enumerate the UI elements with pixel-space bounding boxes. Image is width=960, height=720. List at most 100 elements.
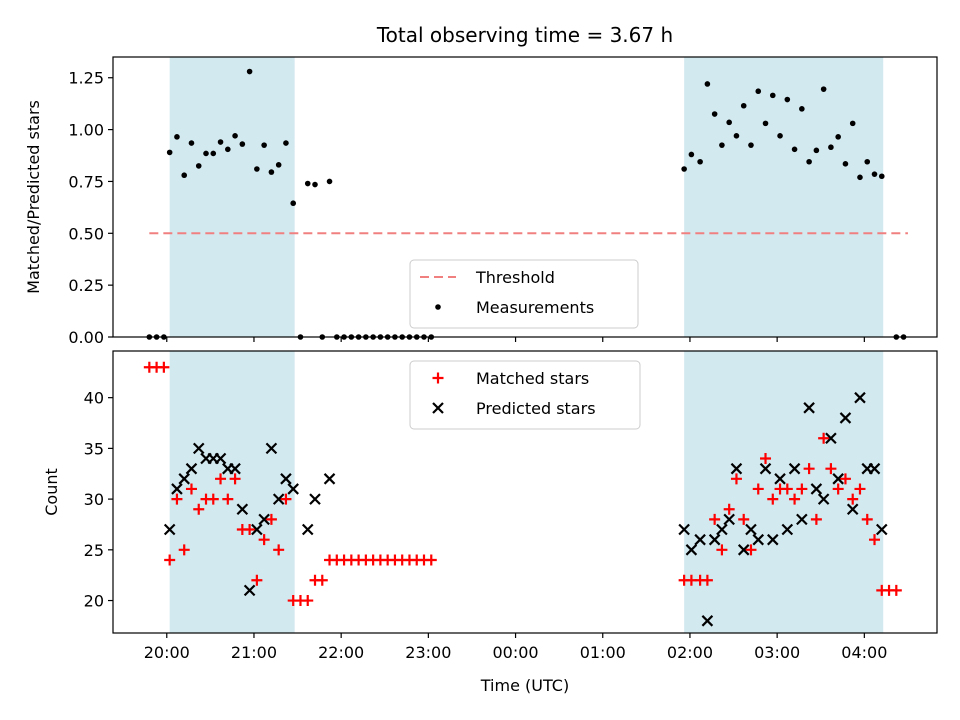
measurements-point bbox=[210, 150, 217, 157]
measurements-point bbox=[195, 163, 202, 169]
matched-stars-point bbox=[810, 513, 822, 525]
matched-stars-point bbox=[244, 524, 256, 536]
bottom-legend: Matched stars Predicted stars bbox=[409, 360, 641, 430]
measurements-point bbox=[864, 158, 871, 165]
matched-stars-point bbox=[316, 574, 328, 586]
measurements-point bbox=[719, 142, 725, 148]
bottom-xtick-label: 23:00 bbox=[405, 643, 451, 662]
predicted-stars-point bbox=[767, 533, 779, 546]
predicted-stars-point bbox=[737, 544, 750, 556]
measurements-point bbox=[784, 96, 791, 103]
predicted-stars-point bbox=[280, 473, 292, 485]
predicted-stars-point bbox=[788, 462, 801, 475]
top-ytick-label: 1.25 bbox=[68, 69, 104, 88]
predicted-stars-point bbox=[163, 523, 176, 536]
bottom-panel: 20 25 30 35 40 20:00 21:00 22:00 23:00 00:00 01:00… bbox=[42, 350, 938, 695]
measurements-point bbox=[283, 140, 289, 146]
measurements-point bbox=[232, 133, 238, 139]
predicted-stars-point bbox=[708, 533, 721, 546]
measurements-point bbox=[806, 158, 812, 165]
bottom-legend-label: Predicted stars bbox=[476, 399, 596, 418]
bottom-legend-box bbox=[409, 360, 641, 430]
matched-stars-point bbox=[158, 361, 170, 373]
measurements-point bbox=[174, 134, 180, 140]
predicted-stars-point bbox=[701, 615, 714, 627]
matched-stars-point bbox=[425, 554, 437, 566]
measurements-point bbox=[871, 171, 878, 177]
matched-stars-point bbox=[839, 473, 851, 485]
bottom-axes-frame bbox=[112, 350, 938, 634]
matched-stars-point bbox=[832, 483, 844, 495]
measurements-point bbox=[857, 174, 863, 181]
bottom-ytick-label: 40 bbox=[84, 389, 104, 408]
measurements-point bbox=[842, 161, 849, 167]
matched-stars-point bbox=[847, 493, 859, 505]
predicted-stars-point bbox=[301, 523, 314, 536]
measurements-point bbox=[777, 133, 783, 139]
matched-stars-point bbox=[803, 463, 815, 475]
bottom-xtick-label: 00:00 bbox=[492, 643, 538, 662]
predicted-stars-point bbox=[868, 462, 881, 475]
predicted-stars-point bbox=[192, 442, 205, 455]
matched-stars-point bbox=[854, 483, 866, 495]
predicted-stars-point bbox=[752, 533, 765, 546]
predicted-stars-point bbox=[694, 533, 706, 546]
matched-stars-point bbox=[752, 483, 764, 495]
measurements-point bbox=[733, 133, 740, 139]
matched-stars-point bbox=[730, 473, 742, 485]
predicted-stars-point bbox=[243, 584, 256, 597]
bottom-xtick-label: 21:00 bbox=[231, 643, 277, 662]
measurements-point bbox=[711, 111, 718, 117]
matched-stars-point bbox=[709, 513, 721, 525]
measurements-point bbox=[849, 120, 856, 127]
matched-stars-point bbox=[215, 473, 227, 485]
predicted-stars-point bbox=[185, 462, 198, 475]
matched-stars-point bbox=[185, 483, 197, 495]
measurements-point bbox=[755, 88, 762, 95]
predicted-stars-point bbox=[875, 523, 888, 536]
predicted-stars-point bbox=[854, 391, 866, 404]
matched-stars-point bbox=[723, 503, 735, 515]
predicted-stars-point bbox=[716, 523, 728, 536]
predicted-stars-point bbox=[832, 473, 844, 485]
top-y-axis-label: Matched/Predicted stars bbox=[24, 100, 43, 294]
measurements-point bbox=[268, 169, 275, 175]
bottom-y-axis-label: Count bbox=[42, 468, 61, 516]
matched-stars-point bbox=[265, 513, 277, 525]
measurements-point bbox=[878, 173, 885, 180]
bottom-ytick-label: 35 bbox=[84, 439, 104, 458]
legend-predicted-swatch bbox=[432, 402, 444, 414]
bottom-ytick-label: 25 bbox=[84, 541, 104, 560]
measurements-point bbox=[748, 142, 754, 148]
measurements-point bbox=[254, 166, 260, 172]
measurements-point bbox=[835, 134, 841, 140]
measurements-point bbox=[697, 158, 703, 165]
matched-stars-point bbox=[716, 544, 728, 556]
predicted-stars-point bbox=[846, 503, 859, 516]
matched-stars-point bbox=[781, 483, 793, 495]
predicted-stars-point bbox=[229, 462, 241, 475]
predicted-stars-point bbox=[759, 462, 772, 475]
measurements-point bbox=[799, 106, 805, 112]
measurements-point bbox=[275, 162, 282, 168]
predicted-stars-point bbox=[287, 483, 299, 495]
matched-stars-point bbox=[273, 544, 285, 556]
predicted-stars-point bbox=[803, 402, 815, 414]
predicted-stars-point bbox=[309, 493, 321, 505]
measurements-point bbox=[791, 146, 798, 153]
top-ytick-label: 0.00 bbox=[68, 328, 104, 347]
measurements-point bbox=[290, 200, 297, 207]
top-axes-frame bbox=[112, 56, 938, 338]
measurements-point bbox=[326, 178, 333, 185]
predicted-stars-point bbox=[258, 513, 270, 526]
matched-stars-point bbox=[818, 432, 830, 444]
matched-stars-point bbox=[738, 513, 750, 525]
top-ytick-label: 0.75 bbox=[68, 172, 104, 191]
matched-stars-point bbox=[890, 584, 902, 596]
bottom-xtick-label: 01:00 bbox=[580, 643, 626, 662]
matched-stars-point bbox=[193, 503, 205, 515]
bottom-xtick-label: 03:00 bbox=[754, 643, 800, 662]
top-legend-label: Measurements bbox=[476, 298, 594, 317]
predicted-stars-point bbox=[272, 493, 285, 505]
matched-stars-point bbox=[222, 493, 234, 505]
